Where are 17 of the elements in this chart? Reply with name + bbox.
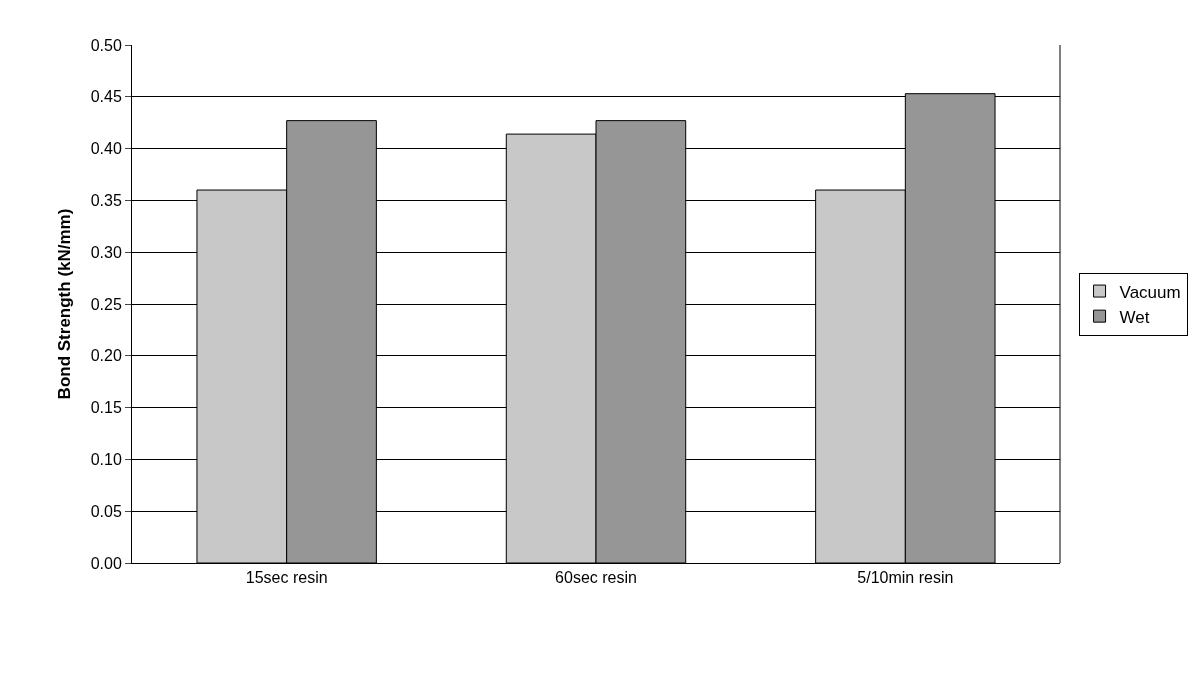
y-tick-label: 0.25 [90,295,122,313]
x-tick-label: 5/10min resin [857,569,954,587]
legend-label: Vacuum [1119,282,1181,302]
y-tick-label: 0.45 [90,88,122,106]
y-tick-label: 0.30 [90,243,122,261]
y-tick-label: 0.50 [90,36,122,54]
y-tick-label: 0.00 [90,554,122,572]
y-axis-title: Bond Strength (kN/mm) [55,208,75,400]
y-tick-label: 0.35 [90,192,122,209]
y-tick-label: 0.20 [90,347,122,365]
y-tick-label: 0.05 [90,502,122,520]
y-tick-label: 0.40 [90,140,122,158]
x-tick-label: 15sec resin [245,569,328,587]
y-tick-label: 0.10 [90,451,122,468]
x-tick-label: 60sec resin [555,569,637,587]
y-tick-label: 0.15 [90,399,122,417]
legend-label: Wet [1119,307,1150,327]
